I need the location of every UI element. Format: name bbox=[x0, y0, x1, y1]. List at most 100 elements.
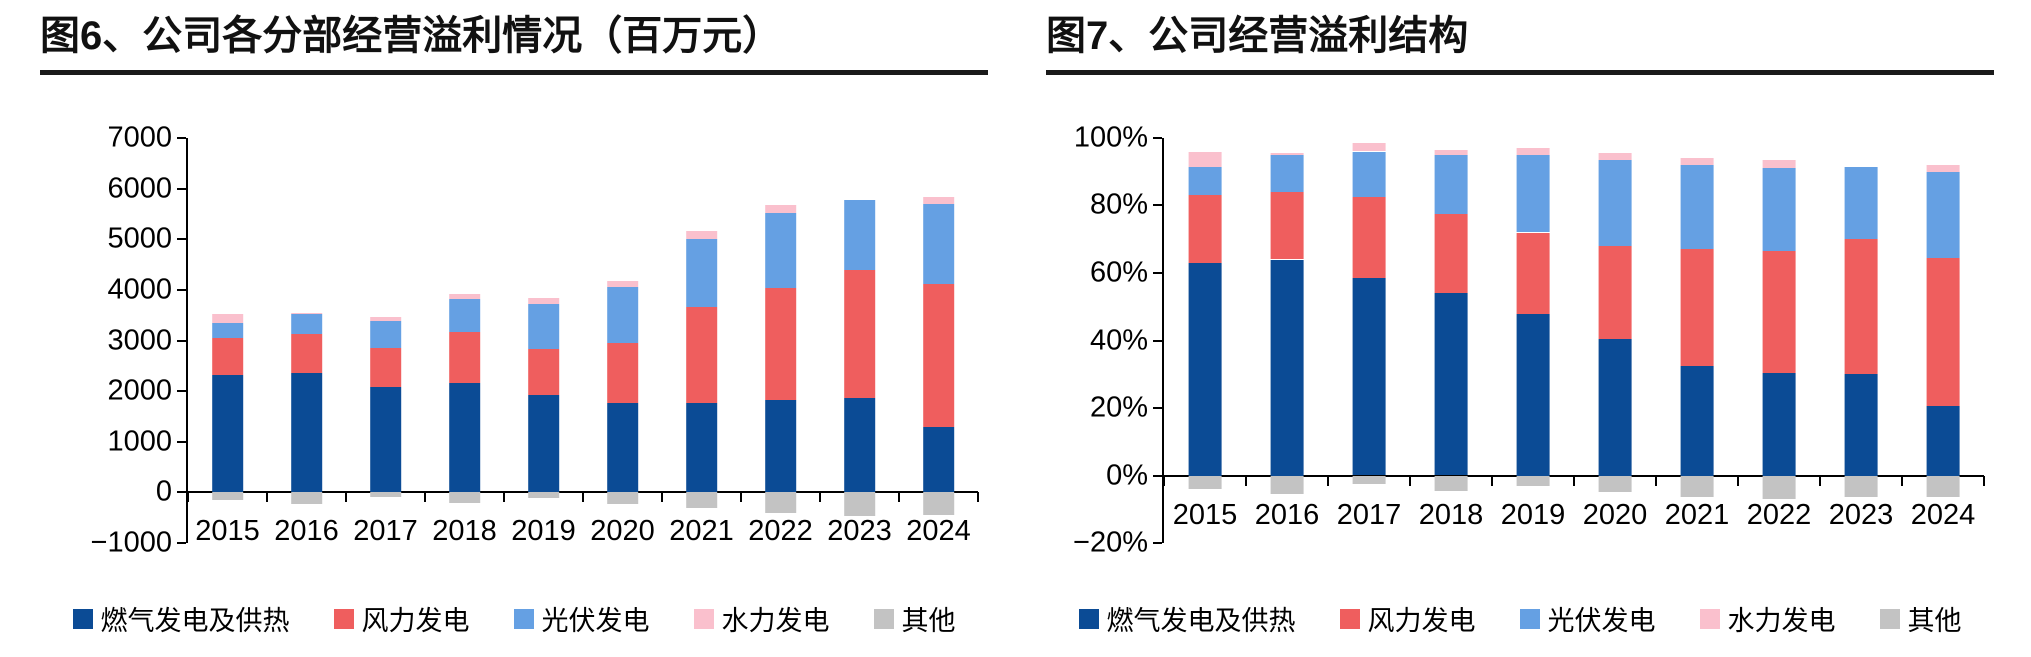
x-tick-mark bbox=[1901, 475, 1903, 486]
y-tick-label: 0 bbox=[155, 475, 172, 508]
bar-segment bbox=[448, 294, 481, 300]
bar-segment bbox=[1352, 143, 1386, 152]
legend-swatch bbox=[873, 608, 894, 629]
bar-segment bbox=[1188, 151, 1222, 167]
bar-segment bbox=[1680, 249, 1714, 366]
bar-segment bbox=[1598, 338, 1632, 476]
bar-segment bbox=[211, 322, 244, 339]
x-tick-mark bbox=[266, 492, 268, 503]
bar-segment bbox=[1844, 475, 1878, 498]
legend-swatch bbox=[1078, 608, 1099, 629]
bar-segment bbox=[843, 397, 876, 493]
x-tick-mark bbox=[1491, 475, 1493, 486]
bar-segment bbox=[1762, 159, 1796, 169]
bar-segment bbox=[1270, 475, 1304, 495]
bar-segment bbox=[448, 299, 481, 332]
y-tick-mark bbox=[177, 339, 186, 342]
legend-label: 水力发电 bbox=[721, 606, 830, 636]
figure7-legend: 燃气发电及供热 风力发电 光伏发电 水力发电 其他 bbox=[1046, 599, 1994, 638]
legend-swatch bbox=[333, 608, 354, 629]
y-tick-mark bbox=[177, 288, 186, 291]
x-category-label: 2017 bbox=[353, 515, 418, 548]
bar-segment bbox=[1434, 213, 1468, 294]
bar-segment bbox=[1352, 197, 1386, 279]
x-category-label: 2017 bbox=[1336, 498, 1402, 531]
legend-swatch bbox=[1699, 608, 1720, 629]
bar-segment bbox=[685, 231, 718, 239]
bar-segment bbox=[922, 197, 955, 205]
legend-label: 燃气发电及供热 bbox=[100, 606, 290, 636]
bar-segment bbox=[290, 372, 323, 493]
y-tick-label: 100% bbox=[1073, 121, 1148, 154]
y-tick-mark bbox=[1153, 474, 1162, 477]
bar-segment bbox=[1352, 475, 1386, 484]
bar-segment bbox=[1598, 246, 1632, 339]
bar-segment bbox=[764, 213, 797, 289]
x-category-label: 2024 bbox=[1910, 498, 1976, 531]
bar-segment bbox=[1680, 365, 1714, 476]
y-tick-mark bbox=[1153, 406, 1162, 409]
y-tick-mark bbox=[1153, 271, 1162, 274]
bar-segment bbox=[922, 427, 955, 493]
legend-swatch bbox=[513, 608, 534, 629]
bar-segment bbox=[369, 492, 402, 497]
bar-segment bbox=[1516, 154, 1550, 233]
bar-segment bbox=[1352, 151, 1386, 198]
y-axis-line bbox=[186, 138, 188, 543]
bar-segment bbox=[211, 313, 244, 323]
bar-segment bbox=[1598, 159, 1632, 246]
x-tick-mark bbox=[1819, 475, 1821, 486]
legend-label: 水力发电 bbox=[1727, 606, 1836, 636]
x-category-label: 2016 bbox=[1254, 498, 1320, 531]
y-tick-label: 2000 bbox=[107, 374, 172, 407]
bar-segment bbox=[1762, 372, 1796, 476]
bar-segment bbox=[448, 331, 481, 384]
x-tick-mark bbox=[977, 492, 979, 503]
bar-segment bbox=[211, 374, 244, 493]
y-tick-mark bbox=[177, 238, 186, 241]
figure6-chart: 7000 6000 5000 4000 3000 2000 1000 0 −1000 2015 20… bbox=[40, 93, 988, 559]
legend-item: 光伏发电 bbox=[1519, 599, 1656, 638]
x-category-label: 2015 bbox=[1172, 498, 1238, 531]
bar-segment bbox=[1844, 166, 1878, 240]
figure6-legend: 燃气发电及供热 风力发电 光伏发电 水力发电 其他 bbox=[40, 599, 988, 638]
x-category-label: 2018 bbox=[432, 515, 497, 548]
y-tick-label: 1000 bbox=[107, 425, 172, 458]
figure7-title: 图7、公司经营溢利结构 bbox=[1046, 14, 1469, 58]
x-tick-mark bbox=[1163, 475, 1165, 486]
x-tick-mark bbox=[1327, 475, 1329, 486]
x-category-label: 2019 bbox=[1500, 498, 1566, 531]
bar-segment bbox=[1516, 475, 1550, 486]
bar-segment bbox=[1844, 239, 1878, 375]
bar-segment bbox=[606, 280, 639, 288]
figure7-panel: 图7、公司经营溢利结构 100% 80% 60% 40% 20% 0% −20% 2015 20… bbox=[1046, 6, 1994, 638]
x-category-label: 2016 bbox=[274, 515, 339, 548]
y-tick-label: 7000 bbox=[107, 121, 172, 154]
legend-item: 其他 bbox=[1879, 599, 1962, 638]
legend-item: 其他 bbox=[873, 599, 956, 638]
bar-segment bbox=[290, 334, 323, 373]
x-tick-mark bbox=[187, 492, 189, 503]
figure7-title-rule bbox=[1046, 70, 1994, 75]
y-tick-label: 60% bbox=[1089, 256, 1148, 289]
x-tick-mark bbox=[1245, 475, 1247, 486]
bar-segment bbox=[1516, 232, 1550, 314]
bar-segment bbox=[922, 204, 955, 285]
bar-segment bbox=[1680, 475, 1714, 498]
x-tick-mark bbox=[661, 492, 663, 503]
x-category-label: 2015 bbox=[195, 515, 260, 548]
figure6-title-rule bbox=[40, 70, 988, 75]
legend-label: 光伏发电 bbox=[541, 606, 650, 636]
legend-label: 燃气发电及供热 bbox=[1106, 606, 1296, 636]
x-category-label: 2018 bbox=[1418, 498, 1484, 531]
x-tick-mark bbox=[1573, 475, 1575, 486]
bar-segment bbox=[1352, 278, 1386, 476]
x-category-label: 2020 bbox=[590, 515, 655, 548]
bar-segment bbox=[527, 303, 560, 349]
bar-segment bbox=[685, 492, 718, 509]
legend-label: 风力发电 bbox=[361, 606, 470, 636]
bar-segment bbox=[1598, 153, 1632, 160]
legend-item: 水力发电 bbox=[1699, 599, 1836, 638]
bar-segment bbox=[1434, 149, 1468, 155]
bar-segment bbox=[1762, 251, 1796, 373]
